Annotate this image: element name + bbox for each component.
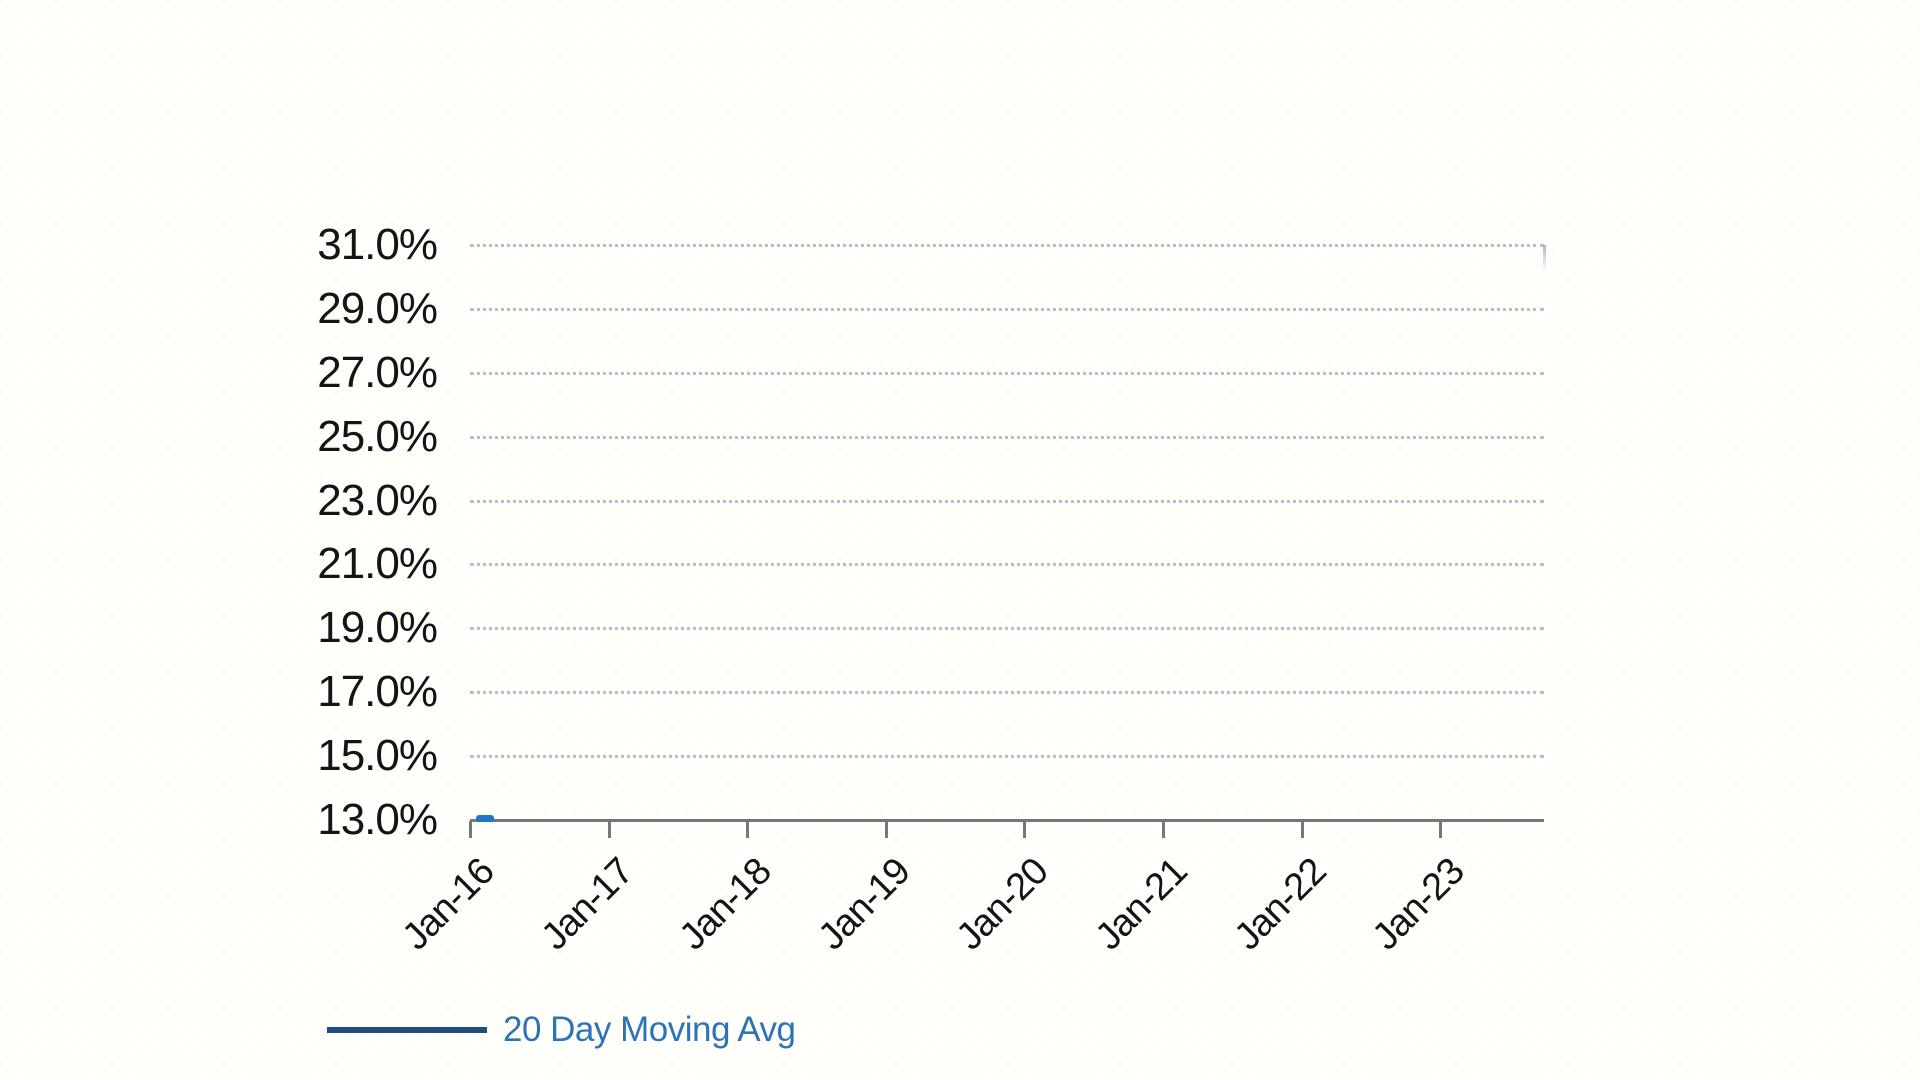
x-tick bbox=[1162, 821, 1165, 838]
x-tick-label: Jan-23 bbox=[1364, 850, 1473, 959]
y-tick-label: 23.0% bbox=[317, 475, 438, 525]
x-axis-line bbox=[470, 819, 1544, 822]
x-tick-label: Jan-16 bbox=[394, 850, 503, 959]
y-tick-label: 25.0% bbox=[317, 411, 438, 461]
y-tick-label: 13.0% bbox=[317, 795, 438, 844]
series-segment-20-day-moving-avg bbox=[476, 815, 494, 822]
x-tick-label: Jan-18 bbox=[671, 850, 780, 959]
x-tick bbox=[607, 821, 611, 838]
x-tick bbox=[1300, 821, 1304, 838]
y-tick-label: 29.0% bbox=[317, 283, 438, 333]
y-tick-label: 31.0% bbox=[317, 220, 438, 269]
y-tick-label: 17.0% bbox=[317, 667, 438, 717]
gridline bbox=[470, 691, 1544, 695]
gridline bbox=[470, 307, 1544, 311]
plot-right-border-stub bbox=[1543, 245, 1546, 271]
x-tick bbox=[884, 821, 888, 838]
legend-line-swatch bbox=[327, 1027, 487, 1033]
gridline bbox=[470, 499, 1544, 503]
gridline bbox=[470, 755, 1544, 759]
x-tick bbox=[469, 821, 472, 838]
x-tick bbox=[746, 821, 750, 838]
legend: 20 Day Moving Avg bbox=[327, 1008, 796, 1052]
x-tick bbox=[1439, 821, 1443, 838]
x-tick-label: Jan-20 bbox=[949, 850, 1057, 959]
y-tick-label: 21.0% bbox=[317, 539, 438, 589]
gridline bbox=[470, 244, 1544, 247]
x-tick-label: Jan-17 bbox=[533, 850, 641, 959]
x-tick-label: Jan-22 bbox=[1226, 850, 1334, 959]
x-tick bbox=[1023, 821, 1027, 838]
x-tick-label: Jan-19 bbox=[810, 850, 919, 959]
gridline bbox=[470, 435, 1544, 439]
gridline bbox=[470, 627, 1544, 631]
y-tick-label: 27.0% bbox=[317, 347, 438, 397]
legend-label: 20 Day Moving Avg bbox=[503, 1010, 796, 1049]
y-tick-label: 19.0% bbox=[317, 603, 438, 653]
gridline bbox=[470, 563, 1544, 567]
x-tick-label: Jan-21 bbox=[1087, 850, 1196, 959]
gridline bbox=[470, 371, 1544, 375]
y-tick-label: 15.0% bbox=[317, 731, 438, 781]
